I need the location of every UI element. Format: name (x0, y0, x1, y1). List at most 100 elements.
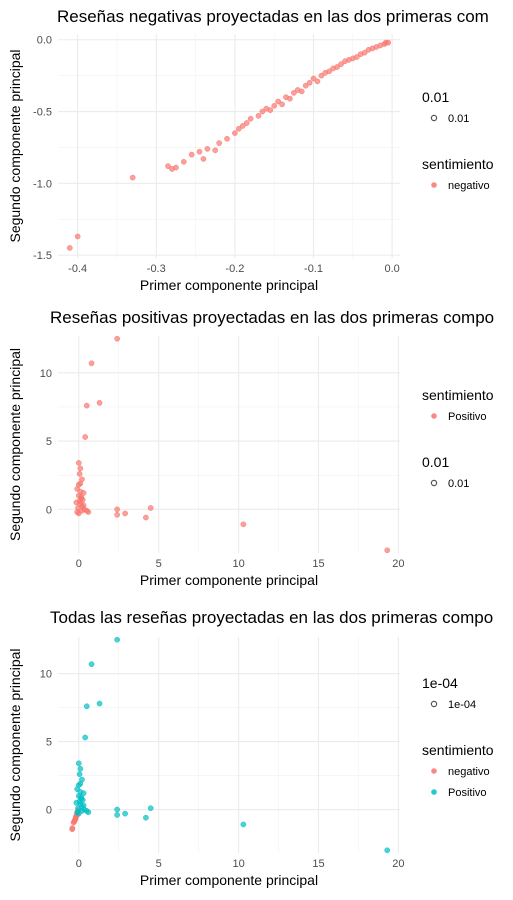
data-point (200, 156, 207, 162)
data-point (310, 75, 317, 82)
data-point (188, 151, 195, 158)
data-point (216, 140, 223, 146)
data-point (82, 434, 89, 440)
data-point (147, 505, 154, 511)
data-point (239, 123, 246, 129)
data-point (114, 806, 120, 813)
x-tick-label: 20 (392, 858, 404, 870)
legend-key (431, 768, 437, 774)
x-tick-label: -0.4 (68, 263, 87, 275)
legend-title: sentimiento (422, 387, 494, 403)
legend-label: 0.01 (448, 478, 469, 490)
data-point (78, 794, 85, 801)
data-point (240, 521, 247, 528)
data-point (76, 470, 83, 477)
data-point (74, 233, 81, 240)
legend-title: sentimiento (422, 156, 494, 172)
data-point (83, 402, 90, 409)
legend: sentimiento negativo (422, 156, 494, 192)
legend: 0.01 0.01 (422, 454, 469, 490)
legend-key (430, 479, 438, 487)
data-point (385, 39, 392, 46)
legend-key (430, 114, 438, 122)
data-point (180, 158, 187, 165)
x-tick-label: 10 (232, 558, 244, 570)
legend-label: 1e-04 (448, 699, 476, 711)
data-point (75, 782, 82, 788)
x-axis-label: Primer componente principal (140, 277, 318, 293)
legend: 1e-04 1e-04 (422, 675, 476, 711)
y-tick-label: -1.0 (33, 178, 52, 190)
data-point (147, 805, 154, 812)
legend-key (431, 413, 437, 419)
data-point (76, 771, 83, 778)
data-point (129, 174, 136, 181)
data-point (74, 809, 81, 816)
data-point (291, 90, 297, 96)
x-tick-label: 15 (312, 558, 324, 570)
data-point (287, 95, 293, 102)
data-point (88, 360, 95, 367)
y-tick-label: 10 (40, 368, 52, 380)
x-tick-label: 5 (156, 558, 162, 570)
gridlines (58, 637, 400, 853)
data-point (204, 146, 211, 152)
data-point (79, 808, 85, 814)
x-tick-label: 0 (76, 558, 82, 570)
data-point (243, 120, 250, 126)
data-point (88, 661, 95, 668)
y-tick-label: -0.5 (33, 107, 52, 119)
data-point (173, 164, 179, 171)
legend-title: sentimiento (422, 742, 494, 758)
data-point (334, 64, 340, 70)
legend-title: 0.01 (422, 89, 449, 105)
data-point (212, 147, 219, 154)
data-point (275, 98, 281, 105)
data-point (235, 125, 242, 132)
data-point (122, 810, 128, 817)
x-tick-label: -0.1 (304, 263, 323, 275)
data-point (338, 61, 344, 68)
data-point (361, 49, 368, 56)
y-axis-label: Segundo componente principal (7, 648, 23, 841)
legend-label: Positivo (448, 411, 487, 423)
legend-title: 0.01 (422, 454, 449, 470)
legend-key (431, 789, 437, 795)
x-tick-label: 0 (76, 858, 82, 870)
data-point (384, 847, 391, 854)
data-point (80, 802, 87, 809)
data-point (114, 511, 120, 518)
data-point (247, 115, 254, 122)
data-point (298, 88, 305, 95)
data-point (114, 335, 120, 342)
chart-title: Todas las reseñas proyectadas en las dos… (50, 608, 493, 627)
chart-title: Reseñas positivas proyectadas en las dos… (50, 308, 494, 327)
legend-title: 1e-04 (422, 675, 458, 691)
data-point (82, 734, 89, 741)
data-point (66, 245, 73, 251)
legend-label: negativo (448, 180, 490, 192)
data-point (143, 814, 149, 821)
data-point (326, 68, 333, 75)
data-point (85, 509, 92, 515)
x-tick-label: 5 (156, 858, 162, 870)
x-axis-label: Primer componente principal (140, 872, 318, 888)
x-axis-label: Primer componente principal (140, 572, 318, 588)
data-point (83, 703, 90, 710)
data-point (75, 481, 82, 488)
data-point (306, 79, 313, 86)
y-tick-label: 0.0 (37, 35, 52, 47)
data-point (143, 514, 149, 521)
data-point (314, 78, 321, 85)
legend: sentimiento negativo Positivo (422, 742, 494, 799)
chart-panel-2: 0 5 10 15 20 0 5 10 Reseñas positivas proyectada… (7, 308, 494, 588)
y-tick-label: 10 (40, 669, 52, 681)
data-point (96, 400, 103, 406)
y-axis-label: Segundo componente principal (7, 348, 23, 541)
data-point (255, 112, 262, 119)
data-point (224, 135, 230, 142)
data-point (271, 102, 278, 109)
data-point (85, 809, 92, 816)
data-point (69, 825, 76, 831)
data-point (232, 130, 238, 136)
